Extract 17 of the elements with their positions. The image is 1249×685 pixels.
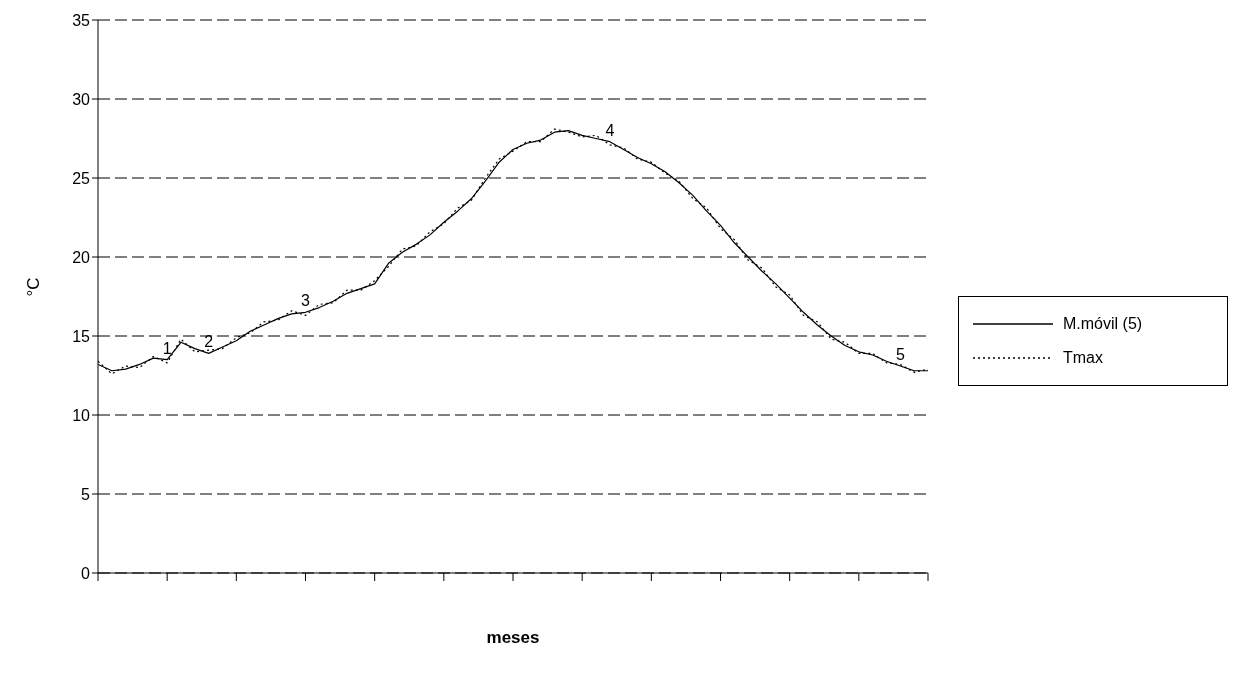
legend-label: Tmax (1063, 348, 1103, 367)
y-tick-label: 0 (81, 564, 91, 582)
x-axis-title: meses (486, 628, 540, 647)
annotation: 1 (162, 339, 172, 357)
y-tick-label: 30 (72, 90, 91, 108)
annotation: 5 (895, 346, 905, 364)
annotation: 2 (204, 333, 214, 351)
y-tick-label: 35 (72, 11, 91, 29)
annotation: 4 (605, 121, 615, 139)
y-tick-label: 20 (72, 248, 91, 266)
legend-label: M.móvil (5) (1063, 314, 1143, 333)
y-tick-label: 10 (72, 406, 91, 424)
y-tick-label: 5 (81, 485, 91, 503)
annotation: 3 (301, 292, 311, 310)
y-axis-title: °C (24, 277, 44, 297)
y-tick-label: 25 (72, 169, 91, 187)
y-tick-label: 15 (72, 327, 91, 345)
